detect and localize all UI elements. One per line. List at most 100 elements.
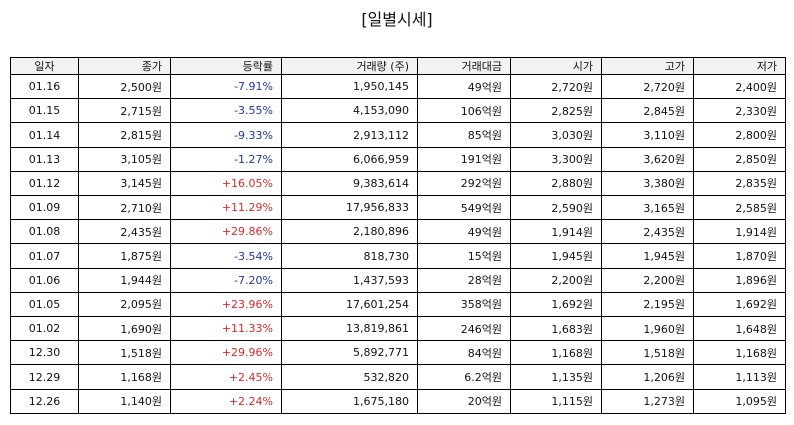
table-cell: 3,300원 [510,146,602,172]
table-cell: 2,715원 [78,98,171,124]
table-row: 01.16 2,500원 -7.91% 1,950,145 49억원 2,720원 2,72… [10,73,786,100]
table-cell: 12.29 [10,364,79,390]
table-row: 01.02 1,690원 +11.33% 13,819,861 246억원 1,683원 1… [10,316,786,342]
table-cell: 1,273원 [601,388,694,415]
table-cell: 01.02 [10,316,79,342]
column-header: 등락률 [170,57,282,75]
table-cell: 2,835원 [693,170,786,197]
table-row: 01.15 2,715원 -3.55% 4,153,090 106억원 2,825원 2,8… [10,98,786,124]
table-cell: 3,030원 [510,122,602,148]
table-cell: 01.05 [10,291,79,318]
table-cell: -3.55% [170,98,282,124]
table-cell: 17,956,833 [281,195,418,221]
table-cell: 1,690원 [78,316,171,342]
table-cell: 15억원 [417,243,511,269]
column-header: 시가 [510,57,602,75]
table-cell: 1,944원 [78,267,171,293]
table-cell: -9.33% [170,122,282,148]
table-row: 12.26 1,140원 +2.24% 1,675,180 20억원 1,115원 1,27… [10,388,786,415]
table-cell: 1,950,145 [281,73,418,100]
table-cell: 01.16 [10,73,79,100]
table-cell: 2,720원 [510,73,602,100]
column-header: 고가 [601,57,694,75]
table-cell: 1,113원 [693,364,786,390]
table-cell: 01.12 [10,170,79,197]
table-cell: 2,435원 [601,219,694,245]
table-cell: 2,200원 [601,267,694,293]
table-cell: 49억원 [417,73,511,100]
table-cell: 2,590원 [510,195,602,221]
table-cell: 1,206원 [601,364,694,390]
table-cell: 2,400원 [693,73,786,100]
table-cell: 358억원 [417,291,511,318]
table-cell: 1,168원 [693,340,786,366]
table-cell: 1,945원 [510,243,602,269]
table-cell: -3.54% [170,243,282,269]
table-cell: 1,115원 [510,388,602,415]
table-cell: 106억원 [417,98,511,124]
table-row: 12.29 1,168원 +2.45% 532,820 6.2억원 1,135원 1,206… [10,364,786,390]
table-cell: 17,601,254 [281,291,418,318]
table-cell: 01.15 [10,98,79,124]
table-row: 01.08 2,435원 +29.86% 2,180,896 49억원 1,914원 2,4… [10,219,786,245]
table-cell: 1,896원 [693,267,786,293]
table-cell: +11.29% [170,195,282,221]
table-cell: 2,200원 [510,267,602,293]
table-cell: 01.06 [10,267,79,293]
table-cell: 01.13 [10,146,79,172]
table-cell: 549억원 [417,195,511,221]
table-cell: 2,825원 [510,98,602,124]
table-cell: 9,383,614 [281,170,418,197]
table-cell: 2,720원 [601,73,694,100]
table-cell: 3,620원 [601,146,694,172]
table-cell: 1,518원 [78,340,171,366]
table-cell: 1,875원 [78,243,171,269]
table-cell: -1.27% [170,146,282,172]
header-row: 일자 종가 등락률 거래량 (주) 거래대금 시가 고가 저가 [10,57,786,75]
table-cell: 3,105원 [78,146,171,172]
table-row: 01.05 2,095원 +23.96% 17,601,254 358억원 1,692원 2… [10,291,786,318]
table-cell: 01.14 [10,122,79,148]
table-row: 01.09 2,710원 +11.29% 17,956,833 549억원 2,590원 3… [10,195,786,221]
table-body: 01.16 2,500원 -7.91% 1,950,145 49억원 2,720원 2,72… [10,73,786,415]
table-cell: 2,850원 [693,146,786,172]
table-cell: 84억원 [417,340,511,366]
table-cell: 3,145원 [78,170,171,197]
table-cell: 1,914원 [693,219,786,245]
table-cell: 1,135원 [510,364,602,390]
table-cell: +29.96% [170,340,282,366]
table-cell: 2,180,896 [281,219,418,245]
table-cell: 2,195원 [601,291,694,318]
table-row: 01.07 1,875원 -3.54% 818,730 15억원 1,945원 1,945원… [10,243,786,269]
table-cell: 2,815원 [78,122,171,148]
table-cell: 28억원 [417,267,511,293]
table-cell: 1,960원 [601,316,694,342]
table-cell: 01.07 [10,243,79,269]
table-cell: 2,095원 [78,291,171,318]
table-cell: 12.30 [10,340,79,366]
table-cell: 2,585원 [693,195,786,221]
price-table: 일자 종가 등락률 거래량 (주) 거래대금 시가 고가 저가 01.16 2,500원 -7.9… [10,57,786,415]
table-cell: 1,168원 [510,340,602,366]
table-cell: 2,845원 [601,98,694,124]
table-cell: 191억원 [417,146,511,172]
table-cell: 2,880원 [510,170,602,197]
table-row: 01.12 3,145원 +16.05% 9,383,614 292억원 2,880원 3,… [10,170,786,197]
table-cell: 1,692원 [510,291,602,318]
table-cell: 5,892,771 [281,340,418,366]
table-cell: +16.05% [170,170,282,197]
table-cell: +23.96% [170,291,282,318]
table-cell: 3,110원 [601,122,694,148]
table-cell: 6,066,959 [281,146,418,172]
table-cell: 292억원 [417,170,511,197]
table-cell: 1,095원 [693,388,786,415]
table-cell: 2,710원 [78,195,171,221]
table-cell: 85억원 [417,122,511,148]
table-cell: 3,380원 [601,170,694,197]
table-cell: 1,692원 [693,291,786,318]
table-cell: -7.20% [170,267,282,293]
table-cell: 12.26 [10,388,79,415]
table-cell: 6.2억원 [417,364,511,390]
table-cell: -7.91% [170,73,282,100]
table-cell: 01.08 [10,219,79,245]
